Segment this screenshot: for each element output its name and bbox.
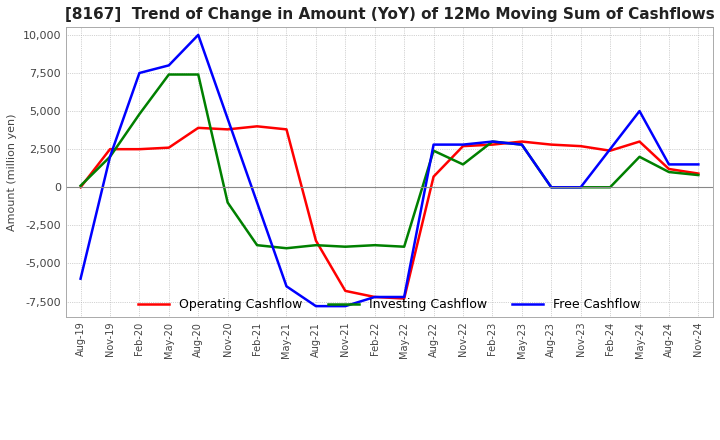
Operating Cashflow [665, 166, 673, 172]
Investing Cashflow [665, 169, 673, 175]
Free Cashflow [135, 70, 144, 76]
Investing Cashflow [459, 162, 467, 167]
Free Cashflow [576, 185, 585, 190]
Operating Cashflow [106, 147, 114, 152]
Operating Cashflow [370, 294, 379, 300]
Operating Cashflow [282, 127, 291, 132]
Operating Cashflow [694, 171, 703, 176]
Investing Cashflow [223, 200, 232, 205]
Operating Cashflow [194, 125, 202, 131]
Legend: Operating Cashflow, Investing Cashflow, Free Cashflow: Operating Cashflow, Investing Cashflow, … [133, 293, 646, 316]
Free Cashflow [635, 108, 644, 114]
Free Cashflow [547, 185, 556, 190]
Free Cashflow [694, 162, 703, 167]
Operating Cashflow [400, 296, 408, 301]
Free Cashflow [429, 142, 438, 147]
Operating Cashflow [547, 142, 556, 147]
Investing Cashflow [429, 148, 438, 154]
Free Cashflow [282, 284, 291, 289]
Investing Cashflow [694, 172, 703, 178]
Free Cashflow [76, 276, 85, 281]
Investing Cashflow [135, 111, 144, 117]
Free Cashflow [164, 63, 173, 68]
Free Cashflow [400, 294, 408, 300]
Operating Cashflow [164, 145, 173, 150]
Operating Cashflow [606, 148, 614, 154]
Operating Cashflow [223, 127, 232, 132]
Free Cashflow [194, 32, 202, 37]
Investing Cashflow [164, 72, 173, 77]
Free Cashflow [606, 147, 614, 152]
Free Cashflow [459, 142, 467, 147]
Free Cashflow [253, 200, 261, 205]
Operating Cashflow [518, 139, 526, 144]
Free Cashflow [518, 142, 526, 147]
Line: Investing Cashflow: Investing Cashflow [81, 74, 698, 248]
Investing Cashflow [253, 242, 261, 248]
Investing Cashflow [547, 185, 556, 190]
Operating Cashflow [312, 238, 320, 243]
Investing Cashflow [312, 242, 320, 248]
Operating Cashflow [459, 143, 467, 149]
Operating Cashflow [576, 143, 585, 149]
Free Cashflow [488, 139, 497, 144]
Investing Cashflow [518, 142, 526, 147]
Investing Cashflow [635, 154, 644, 159]
Free Cashflow [312, 304, 320, 309]
Y-axis label: Amount (million yen): Amount (million yen) [7, 113, 17, 231]
Investing Cashflow [370, 242, 379, 248]
Free Cashflow [223, 116, 232, 121]
Operating Cashflow [488, 142, 497, 147]
Free Cashflow [106, 154, 114, 159]
Operating Cashflow [635, 139, 644, 144]
Investing Cashflow [282, 246, 291, 251]
Investing Cashflow [400, 244, 408, 249]
Line: Free Cashflow: Free Cashflow [81, 35, 698, 306]
Investing Cashflow [194, 72, 202, 77]
Operating Cashflow [135, 147, 144, 152]
Free Cashflow [665, 162, 673, 167]
Title: [8167]  Trend of Change in Amount (YoY) of 12Mo Moving Sum of Cashflows: [8167] Trend of Change in Amount (YoY) o… [65, 7, 714, 22]
Operating Cashflow [253, 124, 261, 129]
Investing Cashflow [488, 139, 497, 144]
Investing Cashflow [106, 154, 114, 159]
Operating Cashflow [76, 185, 85, 190]
Free Cashflow [370, 294, 379, 300]
Investing Cashflow [341, 244, 350, 249]
Investing Cashflow [76, 183, 85, 188]
Operating Cashflow [341, 288, 350, 293]
Free Cashflow [341, 304, 350, 309]
Line: Operating Cashflow: Operating Cashflow [81, 126, 698, 298]
Operating Cashflow [429, 174, 438, 179]
Investing Cashflow [576, 185, 585, 190]
Investing Cashflow [606, 185, 614, 190]
